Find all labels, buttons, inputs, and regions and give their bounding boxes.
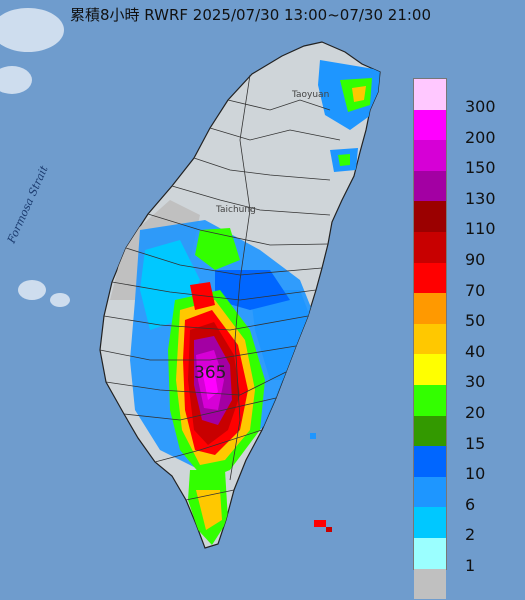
- legend-swatch: [414, 476, 446, 508]
- legend-label: 200: [465, 127, 496, 147]
- legend-swatch: [414, 507, 446, 538]
- legend-swatch: [414, 170, 446, 202]
- legend-label: 2: [465, 525, 476, 545]
- legend-swatch: [414, 323, 446, 355]
- legend-swatch: [414, 79, 446, 110]
- county-boundaries: [99, 74, 341, 501]
- legend-swatch: [414, 538, 446, 569]
- legend-label: 50: [465, 311, 486, 331]
- legend-swatch: [414, 232, 446, 263]
- legend-swatch: [414, 109, 446, 141]
- legend-label: 10: [465, 464, 486, 484]
- legend-label: 1: [465, 556, 476, 575]
- cloud-cover: [0, 8, 70, 307]
- offshore-islands: [310, 433, 332, 532]
- legend-swatch: [414, 568, 446, 600]
- taoyuan-label: Taoyuan: [291, 90, 329, 100]
- legend-label: 300: [465, 97, 496, 116]
- legend-label: 130: [465, 188, 496, 208]
- legend-label: 6: [465, 494, 476, 514]
- map-title: 累積8小時 RWRF 2025/07/30 13:00~07/30 21:00: [70, 6, 432, 24]
- legend-label: 90: [465, 250, 486, 269]
- legend-swatch: [414, 385, 446, 416]
- legend-label: 40: [465, 341, 486, 361]
- legend-swatch: [414, 293, 446, 324]
- legend-label: 150: [465, 158, 496, 178]
- legend-swatch: [414, 446, 446, 477]
- legend-swatch: [414, 201, 446, 232]
- legend-swatch: [414, 140, 446, 171]
- legend-label: 30: [465, 372, 486, 392]
- legend-label: 20: [465, 403, 486, 422]
- legend-color-bar: [413, 78, 447, 600]
- taichung-label: Taichung: [215, 205, 256, 215]
- legend-label: 70: [465, 280, 486, 300]
- legend-swatch: [414, 415, 446, 447]
- legend-swatch: [414, 262, 446, 294]
- legend-label: 110: [465, 219, 496, 239]
- max-value-label: 365: [194, 363, 226, 383]
- legend-label: 15: [465, 433, 486, 453]
- legend-swatch: [414, 354, 446, 385]
